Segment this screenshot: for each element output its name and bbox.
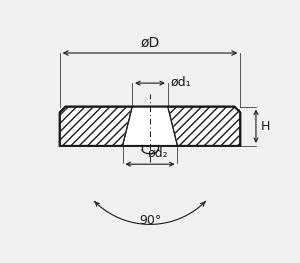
Text: ød₂: ød₂ <box>148 147 169 160</box>
Bar <box>60 107 132 146</box>
Text: ød₁: ød₁ <box>170 75 191 89</box>
Text: 90°: 90° <box>139 214 161 227</box>
Text: øD: øD <box>140 36 160 50</box>
Text: H: H <box>261 120 270 133</box>
Bar <box>168 107 240 146</box>
Polygon shape <box>122 107 178 146</box>
